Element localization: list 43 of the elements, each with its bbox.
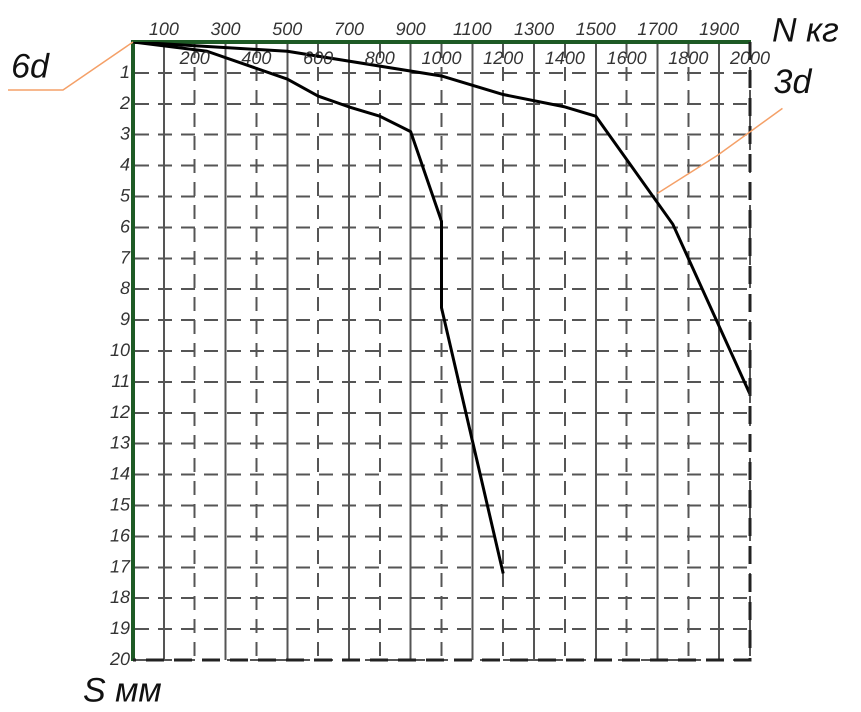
x-tick-label: 2000 xyxy=(728,48,770,68)
y-tick-label: 20 xyxy=(108,649,130,669)
y-tick-label: 8 xyxy=(120,278,130,298)
y-tick-label: 12 xyxy=(110,402,130,422)
x-axis-title: N кг xyxy=(772,11,839,50)
x-tick-label: 1400 xyxy=(544,48,585,68)
x-tick-label: 800 xyxy=(364,48,395,68)
x-tick-label: 1800 xyxy=(668,48,708,68)
y-tick-label: 14 xyxy=(110,464,130,484)
x2-tick-label: 100 xyxy=(148,19,179,39)
y-tick-label: 1 xyxy=(120,62,130,82)
y-tick-label: 3 xyxy=(120,124,130,144)
y-tick-label: 9 xyxy=(120,309,130,330)
y-tick-label: 17 xyxy=(110,556,131,576)
x2-tick-label: 300 xyxy=(210,19,241,39)
y-tick-label: 18 xyxy=(110,587,130,608)
x-tick-label: 200 xyxy=(178,48,210,68)
x2-tick-label: 1700 xyxy=(637,19,678,39)
y-tick-label: 7 xyxy=(120,247,131,268)
y-tick-label: 16 xyxy=(110,525,131,546)
x-tick-label: 1200 xyxy=(483,48,524,68)
x2-tick-label: 900 xyxy=(396,19,426,39)
x2-tick-label: 1100 xyxy=(452,19,492,39)
y-tick-label: 13 xyxy=(110,432,130,453)
y-tick-label: 6 xyxy=(120,216,131,236)
x2-tick-label: 1900 xyxy=(699,19,740,39)
annotation: 3d xyxy=(774,62,812,101)
x-tick-label: 1000 xyxy=(421,48,462,68)
x2-tick-label: 1500 xyxy=(576,19,616,39)
y-axis-title: S мм xyxy=(83,671,162,710)
x2-tick-label: 1300 xyxy=(514,19,554,39)
x-tick-label: 400 xyxy=(241,48,272,68)
y-tick-label: 4 xyxy=(120,154,130,175)
y-tick-label: 11 xyxy=(111,370,130,391)
x2-tick-label: 700 xyxy=(334,19,364,39)
y-tick-label: 19 xyxy=(110,618,130,638)
y-tick-label: 2 xyxy=(118,92,130,113)
y-tick-label: 5 xyxy=(120,186,131,206)
x2-tick-label: 500 xyxy=(272,19,302,39)
x-tick-label: 1600 xyxy=(606,48,647,68)
y-tick-label: 10 xyxy=(110,340,130,360)
y-tick-label: 15 xyxy=(110,494,131,514)
annotation: 6d xyxy=(11,47,50,86)
